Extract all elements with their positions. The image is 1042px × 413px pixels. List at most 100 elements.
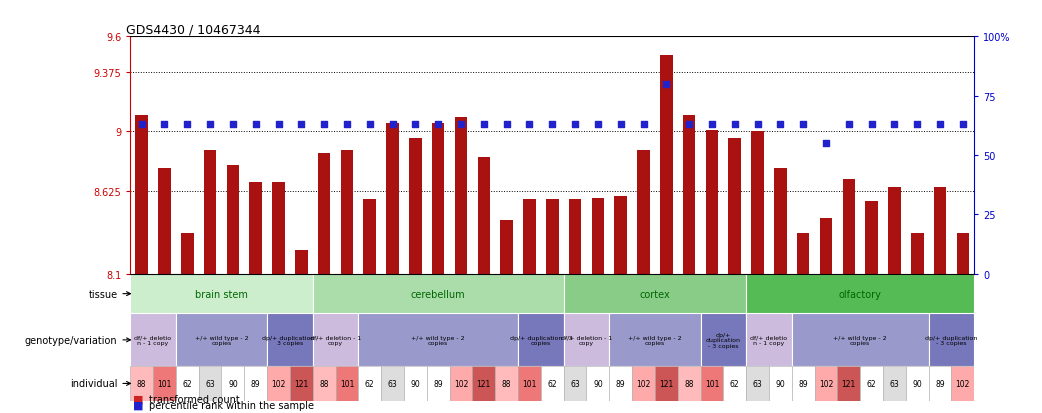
Text: 89: 89 [616, 379, 625, 388]
Text: df/+ deletio
n - 1 copy: df/+ deletio n - 1 copy [134, 335, 172, 345]
Text: 63: 63 [388, 379, 397, 388]
Text: 101: 101 [340, 379, 354, 388]
Bar [677, 366, 700, 401]
Text: 90: 90 [228, 379, 238, 388]
Bar [176, 314, 267, 366]
Bar [290, 366, 313, 401]
Bar [518, 314, 564, 366]
Text: ■: ■ [133, 394, 144, 404]
Text: 121: 121 [842, 379, 855, 388]
Bar [769, 366, 792, 401]
Bar [135, 116, 148, 274]
Bar [957, 233, 969, 274]
Point [795, 121, 812, 128]
Point [886, 121, 902, 128]
Text: 121: 121 [294, 379, 308, 388]
Text: 89: 89 [433, 379, 443, 388]
Point [407, 121, 424, 128]
Bar [746, 314, 792, 366]
Text: 102: 102 [819, 379, 834, 388]
Point [270, 121, 287, 128]
Bar [244, 366, 267, 401]
Bar [592, 198, 604, 274]
Text: 90: 90 [411, 379, 420, 388]
Point [658, 81, 674, 88]
Bar [158, 169, 171, 274]
Bar [204, 151, 217, 274]
Text: 89: 89 [798, 379, 808, 388]
Point [362, 121, 378, 128]
Bar [587, 366, 610, 401]
Bar [655, 366, 677, 401]
Text: 102: 102 [454, 379, 468, 388]
Bar [632, 366, 655, 401]
Point [726, 121, 743, 128]
Bar [660, 56, 672, 274]
Point [818, 140, 835, 147]
Point [841, 121, 858, 128]
Text: dp/+ duplication -
3 copies: dp/+ duplication - 3 copies [262, 335, 318, 345]
Point [636, 121, 652, 128]
Bar [249, 183, 262, 274]
Bar [449, 366, 472, 401]
Point [680, 121, 697, 128]
Text: 89: 89 [251, 379, 260, 388]
Point [863, 121, 879, 128]
Bar [564, 314, 610, 366]
Bar [427, 366, 449, 401]
Bar [130, 314, 176, 366]
Point [909, 121, 925, 128]
Text: tissue: tissue [89, 289, 118, 299]
Bar [883, 366, 905, 401]
Bar [523, 200, 536, 274]
Bar [820, 219, 833, 274]
Text: 89: 89 [936, 379, 945, 388]
Point [498, 121, 515, 128]
Point [521, 121, 538, 128]
Text: brain stem: brain stem [195, 289, 248, 299]
Bar [546, 200, 559, 274]
Point [133, 121, 150, 128]
Point [475, 121, 492, 128]
Point [293, 121, 309, 128]
Bar [454, 118, 467, 274]
Bar [928, 314, 974, 366]
Text: 62: 62 [867, 379, 876, 388]
Bar [797, 233, 810, 274]
Bar [318, 154, 330, 274]
Bar [518, 366, 541, 401]
Text: 62: 62 [730, 379, 740, 388]
Point [247, 121, 264, 128]
Text: cerebellum: cerebellum [411, 289, 466, 299]
Text: 101: 101 [157, 379, 172, 388]
Bar [610, 366, 632, 401]
Bar [272, 183, 284, 274]
Bar [313, 366, 336, 401]
Bar [683, 116, 695, 274]
Bar [130, 274, 313, 314]
Bar [387, 124, 399, 274]
Bar [815, 366, 838, 401]
Bar [404, 366, 427, 401]
Bar [358, 366, 381, 401]
Bar [888, 187, 900, 274]
Text: 102: 102 [271, 379, 286, 388]
Bar [934, 187, 946, 274]
Point [544, 121, 561, 128]
Text: 102: 102 [637, 379, 650, 388]
Text: df/+ deletio
n - 1 copy: df/+ deletio n - 1 copy [750, 335, 788, 345]
Text: 101: 101 [704, 379, 719, 388]
Text: dp/+ duplication - 3
copies: dp/+ duplication - 3 copies [510, 335, 572, 345]
Text: genotype/variation: genotype/variation [25, 335, 118, 345]
Bar [267, 314, 313, 366]
Bar [865, 202, 878, 274]
Text: 88: 88 [502, 379, 512, 388]
Point [452, 121, 469, 128]
Point [703, 121, 720, 128]
Text: 102: 102 [956, 379, 970, 388]
Bar [336, 366, 358, 401]
Bar [905, 366, 928, 401]
Text: cortex: cortex [640, 289, 670, 299]
Bar [295, 251, 307, 274]
Bar [130, 366, 153, 401]
